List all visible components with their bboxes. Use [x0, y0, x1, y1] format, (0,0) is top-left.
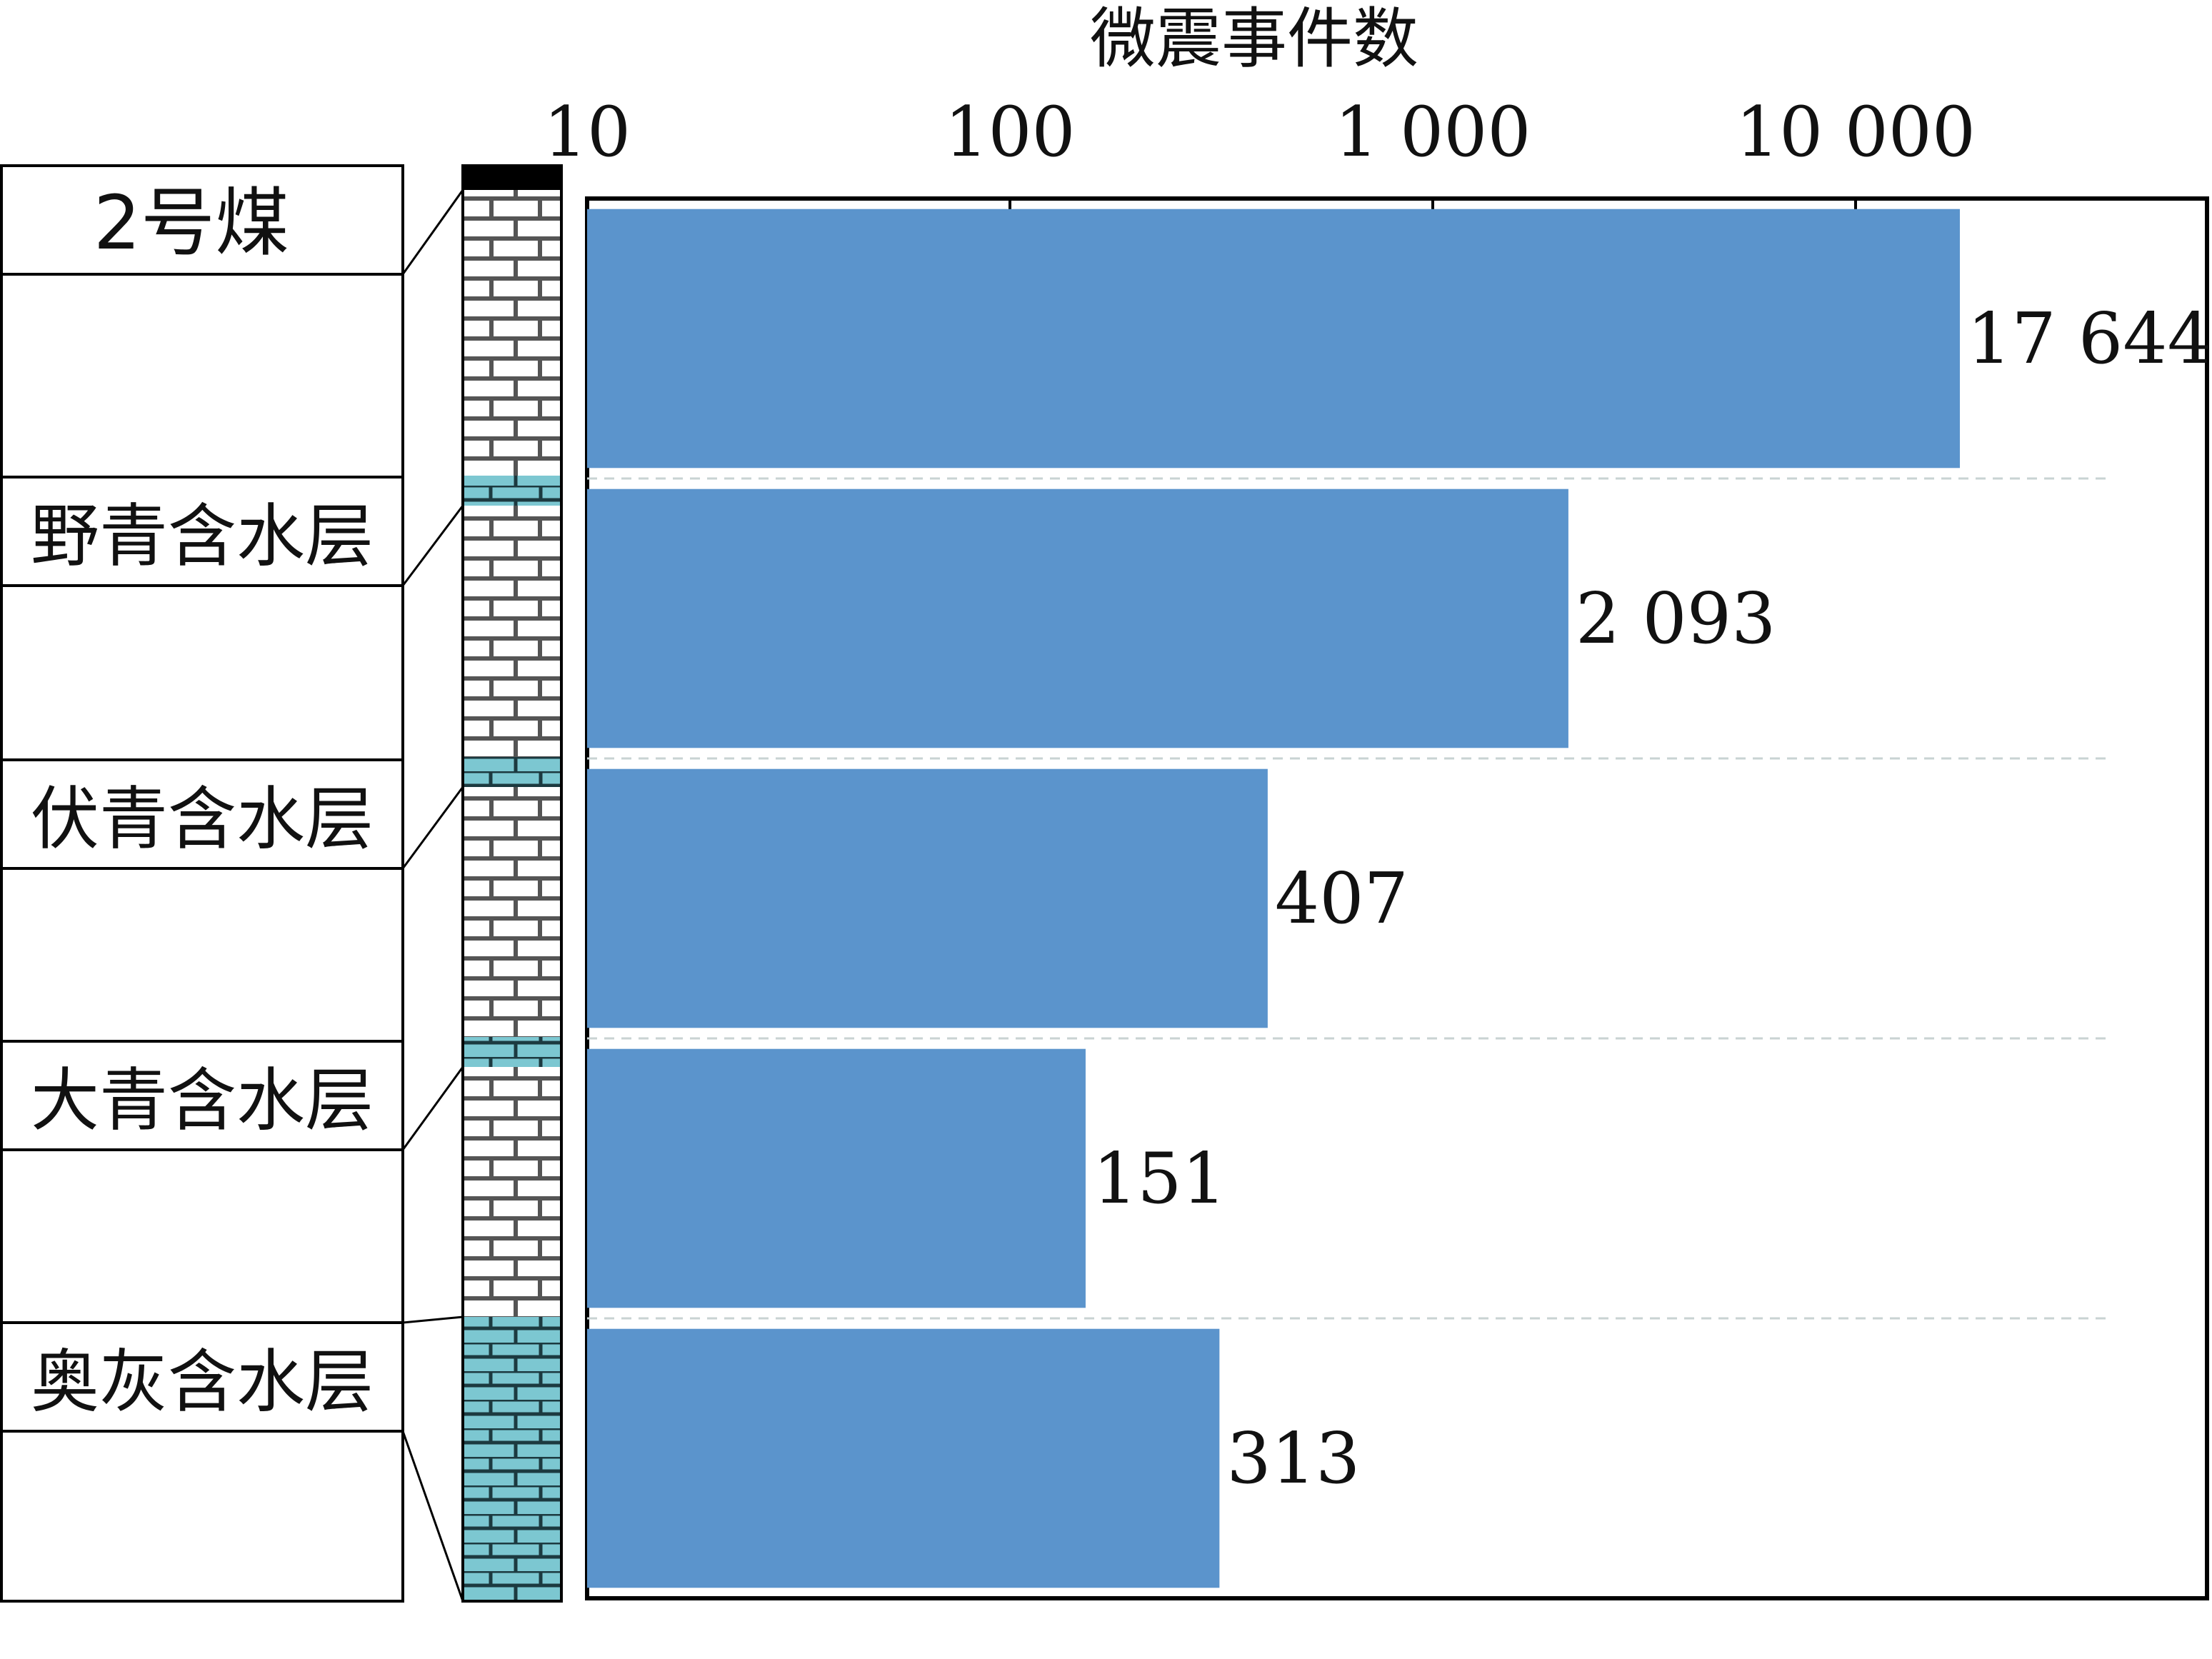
bar: [587, 209, 1960, 468]
limestone-thick-layer: [463, 1317, 561, 1601]
x-axis-ticks: 10 100 1 000 10 000: [544, 92, 1976, 213]
gridlines: [587, 477, 2107, 1320]
stratum-label: 野青含水层: [31, 496, 374, 576]
bar-value-label: 2 093: [1576, 578, 1776, 660]
shale-layer-2: [463, 506, 561, 757]
stratum-label: 伏青含水层: [31, 779, 374, 859]
leader-line: [401, 505, 464, 586]
bar-value-label: 407: [1275, 858, 1408, 940]
limestone-thin-layer-2: [463, 757, 561, 787]
limestone-thin-layer-1: [463, 476, 561, 506]
bar: [587, 488, 1568, 748]
stratum-label: 大青含水层: [31, 1061, 374, 1141]
bar-value-label: 17 644: [1967, 299, 2212, 380]
bar: [587, 768, 1268, 1028]
shale-layer-1: [463, 190, 561, 476]
leader-line: [401, 786, 464, 869]
bar-value-label: 151: [1093, 1138, 1226, 1220]
bar-value-label: 313: [1226, 1418, 1360, 1500]
x-tick-label: 1 000: [1335, 92, 1531, 172]
label-table-frame: [0, 164, 404, 1603]
stratigraphic-column: [461, 164, 563, 1603]
limestone-thin-layer-3: [463, 1037, 561, 1067]
leader-line: [401, 1430, 464, 1602]
x-tick-label: 10: [544, 92, 631, 172]
leader-line: [401, 1066, 464, 1151]
x-axis-title: 微震事件数: [1090, 1, 1418, 77]
leader-line: [402, 1315, 464, 1324]
bar: [587, 1048, 1086, 1308]
shale-layer-4: [463, 1067, 561, 1317]
stratum-label: 2号煤: [94, 179, 289, 266]
bar: [587, 1328, 1220, 1588]
coal-seam-layer: [463, 166, 561, 190]
bars: 17 644 2 093 407 151 313: [587, 209, 2212, 1588]
shale-layer-3: [463, 787, 561, 1037]
stratum-label: 奥灰含水层: [31, 1342, 374, 1422]
column-frame: [461, 164, 563, 1603]
x-tick-label: 10 000: [1736, 92, 1976, 172]
leader-line: [401, 189, 464, 275]
x-tick-label: 100: [944, 92, 1075, 172]
